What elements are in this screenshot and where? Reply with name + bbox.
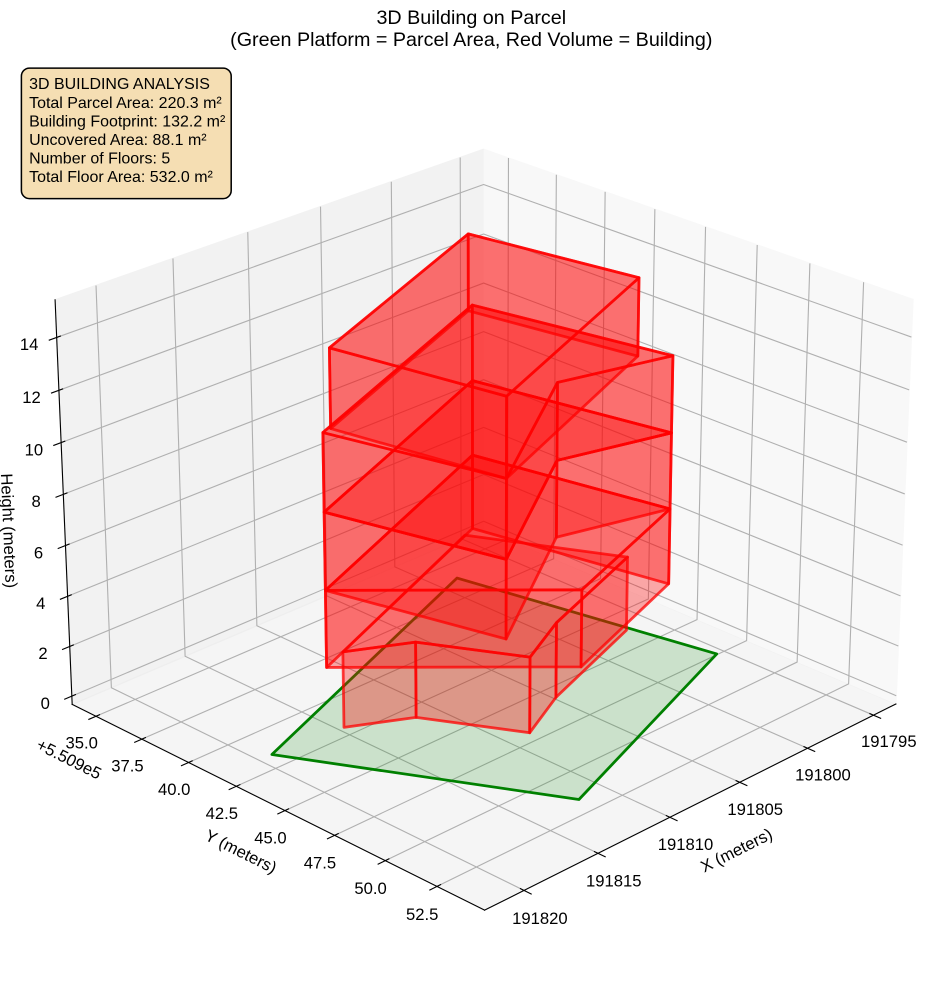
svg-text:42.5: 42.5: [206, 804, 238, 823]
svg-text:191820: 191820: [512, 909, 568, 928]
svg-text:191795: 191795: [861, 732, 917, 751]
svg-text:Height (meters): Height (meters): [0, 473, 21, 588]
svg-text:47.5: 47.5: [304, 854, 336, 873]
svg-text:Number of Floors: 5: Number of Floors: 5: [29, 151, 170, 168]
svg-text:191815: 191815: [586, 872, 642, 891]
svg-text:Total Parcel Area: 220.3 m²: Total Parcel Area: 220.3 m²: [29, 95, 222, 112]
svg-text:12: 12: [22, 388, 41, 407]
svg-text:Building Footprint: 132.2 m²: Building Footprint: 132.2 m²: [29, 113, 226, 130]
svg-text:10: 10: [25, 440, 44, 459]
svg-text:52.5: 52.5: [406, 905, 438, 924]
svg-text:6: 6: [34, 543, 43, 562]
svg-text:40.0: 40.0: [158, 780, 190, 799]
svg-text:35.0: 35.0: [65, 733, 97, 752]
svg-text:Uncovered Area: 88.1 m²: Uncovered Area: 88.1 m²: [29, 132, 207, 149]
svg-text:0: 0: [41, 694, 50, 713]
svg-text:191805: 191805: [727, 800, 783, 819]
svg-text:Total Floor Area: 532.0 m²: Total Floor Area: 532.0 m²: [29, 169, 213, 186]
svg-text:191810: 191810: [658, 835, 714, 854]
svg-text:191800: 191800: [795, 766, 851, 785]
svg-text:37.5: 37.5: [111, 756, 143, 775]
svg-text:4: 4: [36, 594, 45, 613]
svg-text:8: 8: [32, 492, 41, 511]
svg-text:(Green Platform = Parcel Area,: (Green Platform = Parcel Area, Red Volum…: [230, 29, 712, 51]
svg-text:45.0: 45.0: [254, 828, 286, 847]
svg-text:2: 2: [38, 644, 47, 663]
svg-text:3D BUILDING ANALYSIS: 3D BUILDING ANALYSIS: [29, 76, 210, 93]
svg-text:50.0: 50.0: [354, 879, 386, 898]
svg-text:14: 14: [20, 335, 39, 354]
svg-text:3D Building on Parcel: 3D Building on Parcel: [376, 7, 566, 29]
